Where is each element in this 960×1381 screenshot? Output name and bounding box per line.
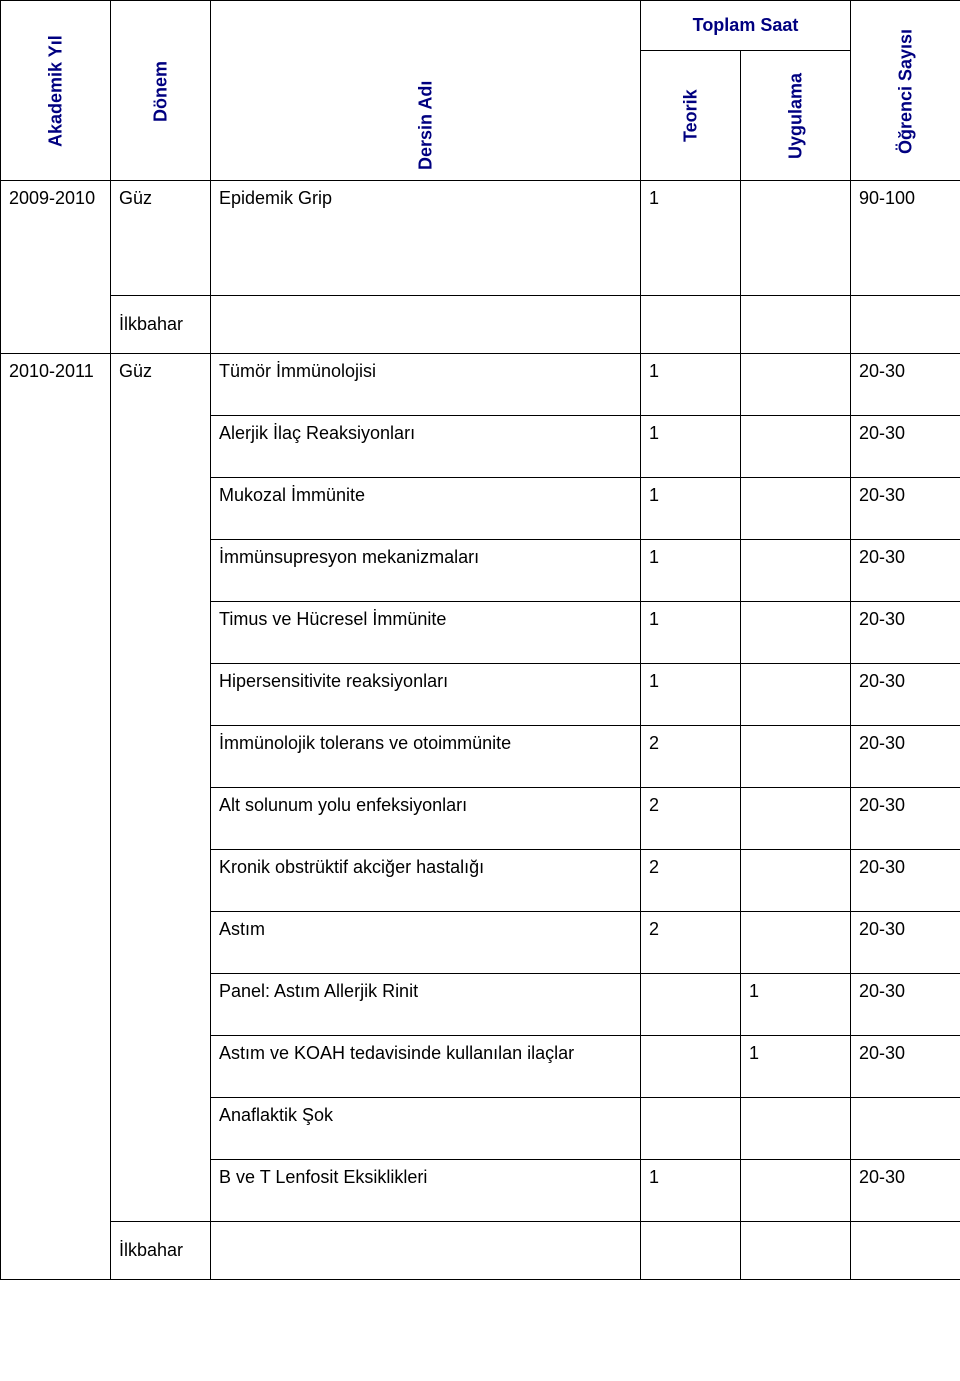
header-akademik-yil: Akademik Yıl	[1, 1, 111, 181]
cell-say-9: 20-30	[851, 912, 960, 974]
cell-teorik-13: 1	[641, 1160, 741, 1222]
cell-uyg-13	[741, 1160, 851, 1222]
cell-teorik-0: 1	[641, 354, 741, 416]
cell-course-7: Alt solunum yolu enfeksiyonları	[211, 788, 641, 850]
cell-uygulama-2009	[741, 181, 851, 296]
row-2009-guz: 2009-2010 Güz Epidemik Grip 1 90-100	[1, 181, 960, 296]
cell-ilkbahar-2010: İlkbahar	[111, 1222, 211, 1280]
cell-uyg-5	[741, 664, 851, 726]
cell-teorik-11	[641, 1036, 741, 1098]
page: Akademik Yıl Dönem Dersin Adı Toplam Saa…	[0, 0, 960, 1280]
cell-teorik-9: 2	[641, 912, 741, 974]
cell-say-11: 20-30	[851, 1036, 960, 1098]
cell-ilkbahar-2009: İlkbahar	[111, 296, 211, 354]
cell-course-9: Astım	[211, 912, 641, 974]
cell-teorik-4: 1	[641, 602, 741, 664]
cell-say-6: 20-30	[851, 726, 960, 788]
cell-uyg-10: 1	[741, 974, 851, 1036]
cell-say-7: 20-30	[851, 788, 960, 850]
cell-uyg-2	[741, 478, 851, 540]
cell-say-10: 20-30	[851, 974, 960, 1036]
cell-teorik-10	[641, 974, 741, 1036]
cell-uyg-8	[741, 850, 851, 912]
cell-empty-course-2010	[211, 1222, 641, 1280]
cell-teorik-5: 1	[641, 664, 741, 726]
cell-say-2: 20-30	[851, 478, 960, 540]
cell-empty-teorik-2010	[641, 1222, 741, 1280]
cell-say-3: 20-30	[851, 540, 960, 602]
cell-course-10: Panel: Astım Allerjik Rinit	[211, 974, 641, 1036]
cell-course-12: Anaflaktik Şok	[211, 1098, 641, 1160]
row-2010-0: 2010-2011 Güz Tümör İmmünolojisi 1 20-30	[1, 354, 960, 416]
header-ogrenci-sayisi: Öğrenci Sayısı	[851, 1, 960, 181]
header-donem: Dönem	[111, 1, 211, 181]
header-teorik: Teorik	[641, 51, 741, 181]
header-dersin-adi: Dersin Adı	[211, 1, 641, 181]
cell-course-epidemik: Epidemik Grip	[211, 181, 641, 296]
cell-say-4: 20-30	[851, 602, 960, 664]
header-uygulama: Uygulama	[741, 51, 851, 181]
cell-uyg-4	[741, 602, 851, 664]
header-toplam-saat: Toplam Saat	[641, 1, 851, 51]
cell-uyg-6	[741, 726, 851, 788]
course-table: Akademik Yıl Dönem Dersin Adı Toplam Saa…	[0, 0, 960, 1280]
cell-year-2010: 2010-2011	[1, 354, 111, 1280]
cell-say-12	[851, 1098, 960, 1160]
cell-course-3: İmmünsupresyon mekanizmaları	[211, 540, 641, 602]
cell-course-8: Kronik obstrüktif akciğer hastalığı	[211, 850, 641, 912]
cell-uyg-3	[741, 540, 851, 602]
cell-empty-teorik-2009	[641, 296, 741, 354]
cell-teorik-8: 2	[641, 850, 741, 912]
cell-course-5: Hipersensitivite reaksiyonları	[211, 664, 641, 726]
header-row-1: Akademik Yıl Dönem Dersin Adı Toplam Saa…	[1, 1, 960, 51]
cell-empty-say-2010	[851, 1222, 960, 1280]
cell-uyg-7	[741, 788, 851, 850]
cell-uyg-0	[741, 354, 851, 416]
row-2010-ilkbahar: İlkbahar	[1, 1222, 960, 1280]
cell-course-0: Tümör İmmünolojisi	[211, 354, 641, 416]
cell-course-4: Timus ve Hücresel İmmünite	[211, 602, 641, 664]
cell-teorik-3: 1	[641, 540, 741, 602]
cell-course-13: B ve T Lenfosit Eksiklikleri	[211, 1160, 641, 1222]
cell-teorik-2009: 1	[641, 181, 741, 296]
cell-teorik-6: 2	[641, 726, 741, 788]
cell-say-5: 20-30	[851, 664, 960, 726]
cell-empty-course-2009	[211, 296, 641, 354]
cell-say-1: 20-30	[851, 416, 960, 478]
cell-uyg-11: 1	[741, 1036, 851, 1098]
cell-empty-uyg-2009	[741, 296, 851, 354]
cell-donem-guz-2009: Güz	[111, 181, 211, 296]
cell-teorik-7: 2	[641, 788, 741, 850]
cell-empty-say-2009	[851, 296, 960, 354]
cell-year-2009: 2009-2010	[1, 181, 111, 354]
cell-course-1: Alerjik İlaç Reaksiyonları	[211, 416, 641, 478]
cell-sayisi-2009: 90-100	[851, 181, 960, 296]
cell-say-13: 20-30	[851, 1160, 960, 1222]
row-2009-ilkbahar: İlkbahar	[1, 296, 960, 354]
cell-uyg-9	[741, 912, 851, 974]
cell-course-11: Astım ve KOAH tedavisinde kullanılan ila…	[211, 1036, 641, 1098]
cell-teorik-1: 1	[641, 416, 741, 478]
cell-donem-guz-2010: Güz	[111, 354, 211, 1222]
cell-course-6: İmmünolojik tolerans ve otoimmünite	[211, 726, 641, 788]
cell-say-8: 20-30	[851, 850, 960, 912]
cell-course-2: Mukozal İmmünite	[211, 478, 641, 540]
cell-uyg-1	[741, 416, 851, 478]
cell-uyg-12	[741, 1098, 851, 1160]
cell-teorik-2: 1	[641, 478, 741, 540]
cell-empty-uyg-2010	[741, 1222, 851, 1280]
cell-teorik-12	[641, 1098, 741, 1160]
cell-say-0: 20-30	[851, 354, 960, 416]
